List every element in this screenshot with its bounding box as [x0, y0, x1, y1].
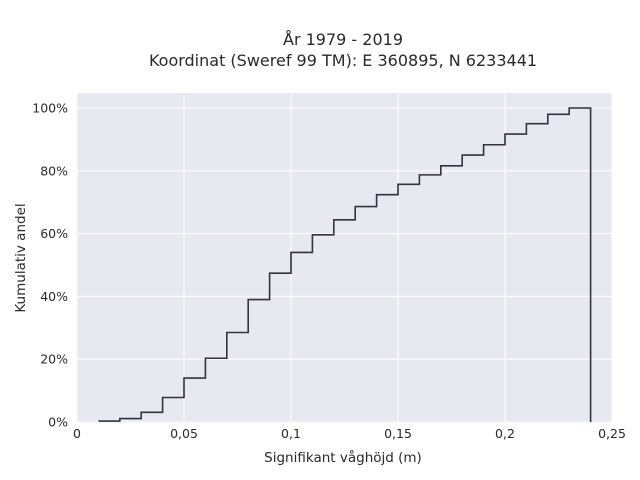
y-tick-label: 0% — [48, 415, 68, 430]
y-tick-labels: 0% 20% 40% 60% 80% 100% — [32, 101, 68, 430]
y-tick-label: 40% — [40, 289, 68, 304]
y-tick-label: 100% — [32, 101, 68, 116]
x-tick-label: 0,15 — [384, 426, 412, 441]
y-axis-label: Kumulativ andel — [13, 203, 29, 312]
x-tick-labels: 0 0,05 0,1 0,15 0,2 0,25 — [73, 426, 626, 441]
x-tick-label: 0,05 — [170, 426, 198, 441]
x-tick-label: 0,25 — [598, 426, 626, 441]
x-tick-label: 0 — [73, 426, 81, 441]
y-tick-label: 80% — [40, 163, 68, 178]
cumulative-step-line — [98, 107, 592, 422]
chart-title-line-1: År 1979 - 2019 — [283, 30, 403, 49]
x-tick-label: 0,2 — [495, 426, 515, 441]
chart-title-line-2: Koordinat (Sweref 99 TM): E 360895, N 62… — [149, 51, 537, 70]
x-tick-label: 0,1 — [281, 426, 301, 441]
y-tick-label: 60% — [40, 226, 68, 241]
plot-area — [77, 93, 612, 423]
y-tick-label: 20% — [40, 352, 68, 367]
x-axis-label: Signifikant våghöjd (m) — [264, 449, 422, 466]
grid-lines — [76, 93, 613, 423]
